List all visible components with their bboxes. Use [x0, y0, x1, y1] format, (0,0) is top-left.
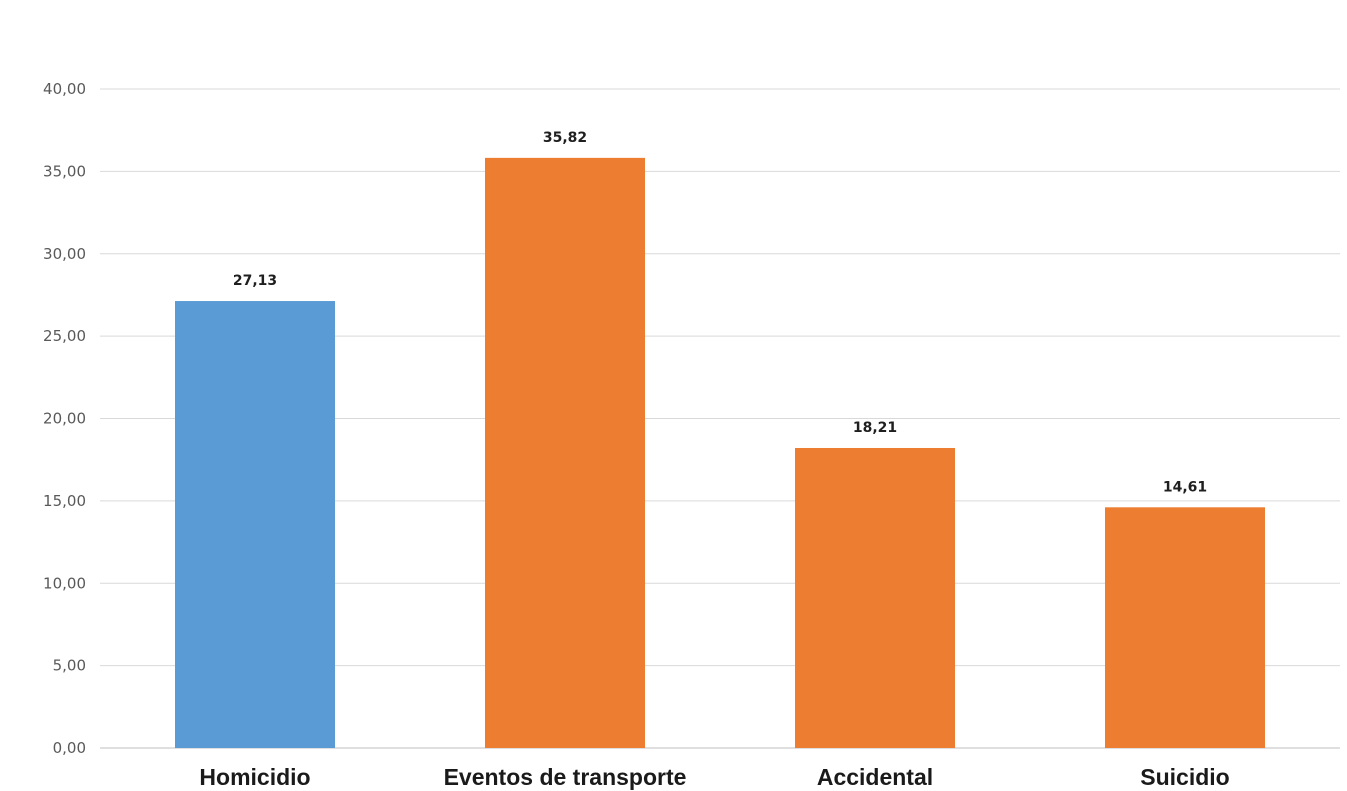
data-label: 27,13: [233, 273, 277, 289]
y-axis-tick-labels: 0,00 5,00 10,00 15,00 20,00 25,00 30,00 35,00 40…: [43, 80, 86, 757]
y-tick-label: 5,00: [53, 657, 86, 675]
category-label: Accidental: [817, 764, 933, 790]
bar: [1105, 507, 1265, 748]
category-label: Suicidio: [1140, 764, 1229, 790]
y-tick-label: 10,00: [43, 574, 86, 592]
bar: [485, 157, 645, 749]
category-label: Homicidio: [199, 764, 310, 790]
data-label: 18,21: [853, 420, 897, 436]
data-labels: 27,13 35,82 18,21 14,61: [233, 130, 1207, 495]
bar: [175, 301, 335, 748]
y-tick-label: 25,00: [43, 327, 86, 345]
y-tick-label: 0,00: [53, 739, 86, 757]
x-axis-category-labels: Homicidio Eventos de transporte Accidental…: [199, 764, 1229, 790]
data-label: 35,82: [543, 130, 587, 146]
y-tick-label: 20,00: [43, 410, 86, 428]
bar: [795, 447, 955, 748]
category-label: Eventos de transporte: [444, 764, 687, 790]
y-tick-label: 15,00: [43, 492, 86, 510]
y-tick-label: 35,00: [43, 162, 86, 180]
bars: [175, 157, 1265, 749]
y-tick-label: 30,00: [43, 245, 86, 263]
data-label: 14,61: [1163, 479, 1207, 495]
y-tick-label: 40,00: [43, 80, 86, 98]
